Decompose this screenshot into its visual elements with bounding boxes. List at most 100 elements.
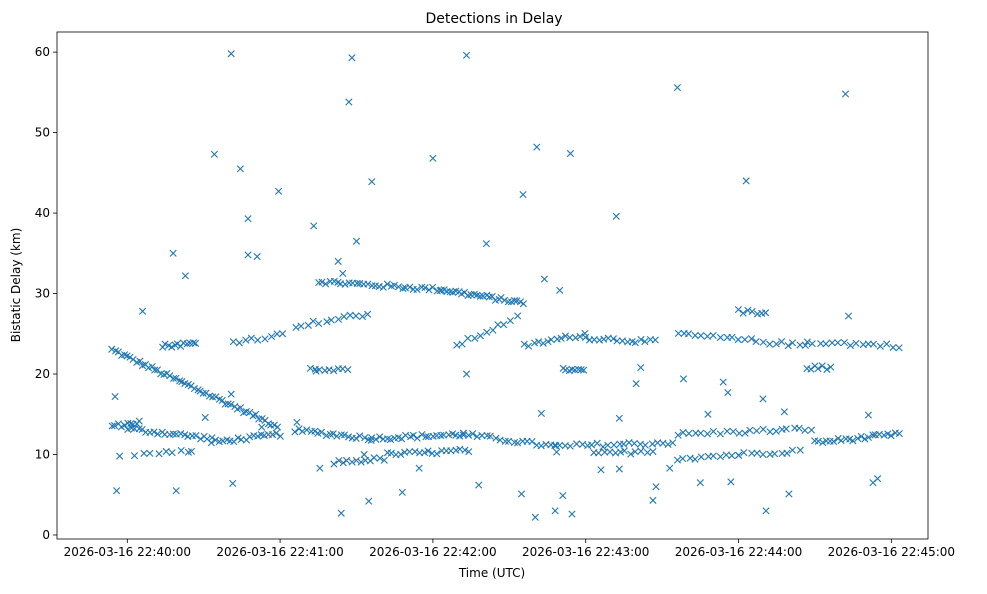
data-point xyxy=(168,449,176,457)
data-point xyxy=(197,435,205,443)
data-point xyxy=(513,439,522,447)
data-point xyxy=(846,341,855,350)
data-point xyxy=(632,380,640,388)
data-point xyxy=(669,439,677,447)
data-point xyxy=(651,336,659,344)
data-point xyxy=(631,448,639,456)
data-point xyxy=(372,435,380,444)
data-point xyxy=(709,331,717,339)
data-point xyxy=(486,432,494,440)
data-point xyxy=(753,449,761,457)
data-point xyxy=(864,433,872,442)
data-point xyxy=(500,321,508,329)
data-point xyxy=(453,341,461,349)
data-point xyxy=(641,441,649,449)
data-point xyxy=(394,283,403,291)
data-point xyxy=(514,312,522,320)
data-point xyxy=(191,339,200,347)
data-point xyxy=(637,363,645,372)
data-point xyxy=(346,311,354,319)
data-point xyxy=(129,355,137,364)
data-point xyxy=(519,190,527,199)
data-point xyxy=(539,339,547,347)
data-point xyxy=(236,404,245,412)
data-point xyxy=(762,507,770,515)
data-point xyxy=(600,335,608,343)
data-point xyxy=(111,392,119,401)
data-point xyxy=(761,309,770,317)
data-point xyxy=(172,487,180,495)
data-point xyxy=(615,414,623,422)
data-point xyxy=(544,337,552,346)
data-point xyxy=(801,426,809,435)
data-point xyxy=(478,431,486,440)
plot-frame xyxy=(56,31,929,540)
data-point xyxy=(594,449,603,457)
data-point xyxy=(196,387,204,395)
data-point xyxy=(519,300,527,308)
data-point xyxy=(528,437,536,446)
data-point xyxy=(500,296,509,304)
data-point xyxy=(108,345,116,353)
data-point xyxy=(476,292,484,300)
data-point xyxy=(895,429,903,438)
data-point xyxy=(398,488,406,496)
data-point xyxy=(316,464,324,472)
data-point xyxy=(673,83,681,92)
data-point xyxy=(462,370,471,378)
data-point xyxy=(501,437,509,445)
data-point xyxy=(649,496,657,504)
data-point xyxy=(465,448,473,456)
data-point xyxy=(413,434,421,442)
data-point xyxy=(135,417,143,425)
data-point xyxy=(734,305,742,314)
data-point xyxy=(828,339,836,347)
data-point xyxy=(171,341,179,349)
data-point xyxy=(627,450,635,458)
data-point xyxy=(108,422,116,430)
data-point xyxy=(272,429,280,437)
data-point xyxy=(421,284,429,292)
data-point xyxy=(424,447,432,455)
data-point xyxy=(744,306,752,314)
data-point xyxy=(819,438,827,447)
data-point xyxy=(413,285,421,294)
data-point xyxy=(780,408,788,416)
data-point xyxy=(229,338,237,346)
data-point xyxy=(568,510,576,518)
data-point xyxy=(254,336,262,344)
data-point xyxy=(368,282,376,290)
data-point xyxy=(719,378,727,386)
data-point xyxy=(588,441,596,449)
data-point xyxy=(326,430,334,438)
data-point xyxy=(679,428,687,437)
data-point xyxy=(330,460,338,468)
data-point xyxy=(415,464,423,472)
data-point xyxy=(613,337,621,345)
x-tick-label: 2026-03-16 22:44:00 xyxy=(675,545,802,559)
data-point xyxy=(166,372,174,380)
data-point xyxy=(173,340,181,348)
data-point xyxy=(759,338,767,346)
data-point xyxy=(553,448,561,456)
data-point xyxy=(537,409,545,418)
data-point xyxy=(364,310,372,318)
data-point xyxy=(236,165,244,173)
data-point xyxy=(310,222,318,230)
data-point xyxy=(176,377,184,385)
data-point xyxy=(673,456,682,464)
data-point xyxy=(446,288,454,296)
data-point xyxy=(169,430,177,438)
data-point xyxy=(637,447,645,455)
data-point xyxy=(356,432,364,440)
data-point xyxy=(475,481,483,489)
data-point xyxy=(227,50,235,58)
data-point xyxy=(510,296,519,305)
data-point xyxy=(697,429,705,437)
data-point xyxy=(857,432,865,441)
data-point xyxy=(192,431,200,440)
data-point xyxy=(643,448,652,457)
data-point xyxy=(778,338,786,346)
data-point xyxy=(641,338,649,346)
data-point xyxy=(620,447,628,455)
